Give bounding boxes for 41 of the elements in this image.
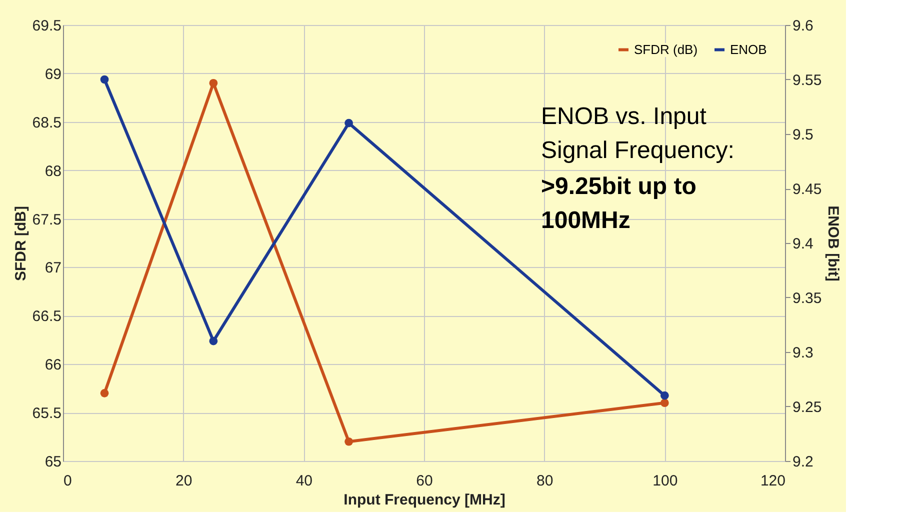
y-tick-label: 69.5 [32,18,62,34]
point [344,118,353,128]
point [100,389,109,398]
y-tick-label: 67.5 [32,211,62,228]
y-tick-label: 68 [44,162,62,180]
y2-axis-title: ENOB [bit] [824,206,842,282]
y2-tick-label: 9.2 [792,454,814,470]
annotation: ENOB vs. Input Signal Frequency: [541,103,734,164]
x-tick-label: 40 [296,472,313,490]
y2-tick-label: 9.35 [792,290,822,307]
point [209,78,218,88]
y-tick-label: 66 [44,356,62,374]
point [100,75,109,84]
y2-tick-label: 9.6 [792,18,814,34]
point [660,391,669,400]
y-tick-label: 66.5 [32,308,62,326]
point [209,336,218,346]
x-axis-title: Input Frequency [MHz] [344,492,506,508]
legend-label: ENOB [730,42,767,57]
y-tick-label: 65.5 [32,405,62,422]
y-tick-label: 67 [44,260,62,277]
x-tick-label: 100 [652,472,678,490]
x-tick-label: 60 [416,472,433,490]
x-tick-label: 80 [536,472,554,490]
y-tick-label: 65 [44,454,62,470]
y2-tick-label: 9.3 [792,344,814,362]
y-axis-title: SFDR [dB] [12,206,30,281]
y2-tick-label: 9.25 [792,399,822,416]
x-tick-label: 0 [64,472,72,490]
y2-tick-label: 9.5 [792,126,814,144]
y2-tick-label: 9.4 [792,236,814,252]
legend-label: SFDR (dB) [634,42,698,57]
annotation: >9.25bit up to 100MHz [541,173,696,234]
y-tick-label: 69 [44,66,62,83]
y2-tick-label: 9.45 [792,181,822,198]
x-tick-label: 20 [175,472,192,490]
y2-tick-label: 9.55 [792,72,822,89]
point [344,437,353,446]
x-tick-label: 120 [760,472,786,490]
y-tick-label: 68.5 [32,114,62,132]
point [660,398,669,408]
